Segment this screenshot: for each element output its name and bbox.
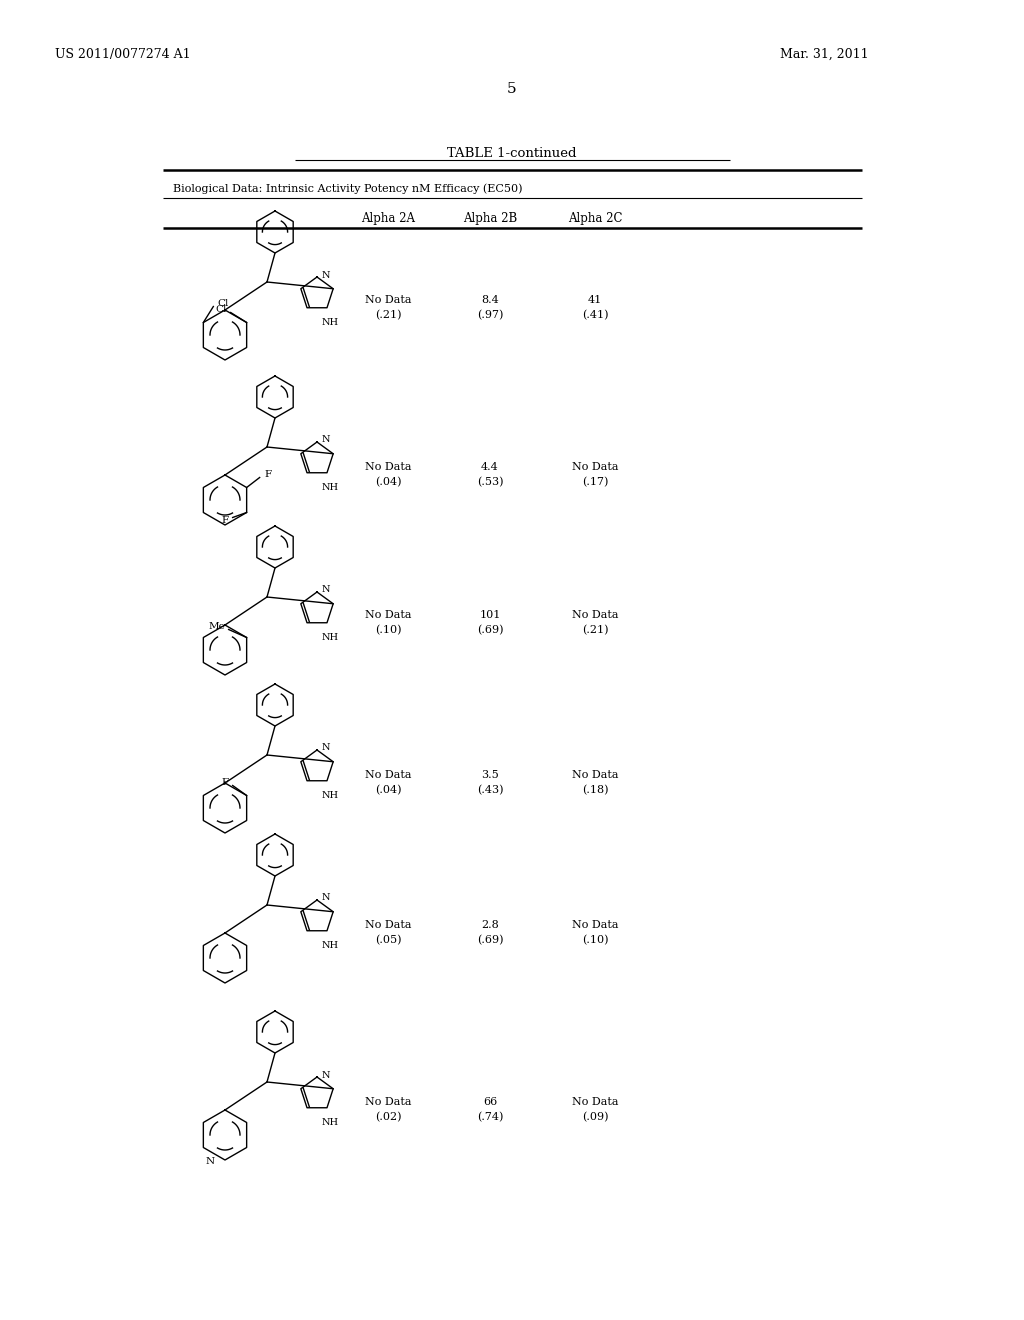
- Text: (.09): (.09): [582, 1111, 608, 1122]
- Text: No Data: No Data: [365, 1097, 412, 1107]
- Text: (.04): (.04): [375, 477, 401, 487]
- Text: 4.4: 4.4: [481, 462, 499, 473]
- Text: (.53): (.53): [477, 477, 503, 487]
- Text: US 2011/0077274 A1: US 2011/0077274 A1: [55, 48, 190, 61]
- Text: No Data: No Data: [571, 462, 618, 473]
- Text: (.41): (.41): [582, 310, 608, 321]
- Text: 41: 41: [588, 294, 602, 305]
- Text: No Data: No Data: [365, 462, 412, 473]
- Text: Alpha 2B: Alpha 2B: [463, 213, 517, 224]
- Text: (.69): (.69): [477, 624, 503, 635]
- Text: No Data: No Data: [365, 920, 412, 931]
- Text: (.69): (.69): [477, 935, 503, 945]
- Text: NH: NH: [322, 632, 339, 642]
- Text: (.17): (.17): [582, 477, 608, 487]
- Text: No Data: No Data: [365, 294, 412, 305]
- Text: (.05): (.05): [375, 935, 401, 945]
- Text: 2.8: 2.8: [481, 920, 499, 931]
- Text: N: N: [322, 894, 331, 903]
- Text: Mar. 31, 2011: Mar. 31, 2011: [780, 48, 868, 61]
- Text: Cl: Cl: [218, 300, 229, 308]
- Text: 8.4: 8.4: [481, 294, 499, 305]
- Text: NH: NH: [322, 941, 339, 950]
- Text: F: F: [264, 470, 271, 479]
- Text: (.43): (.43): [477, 785, 503, 796]
- Text: 3.5: 3.5: [481, 770, 499, 780]
- Text: F: F: [221, 516, 228, 525]
- Text: (.18): (.18): [582, 785, 608, 796]
- Text: (.21): (.21): [582, 624, 608, 635]
- Text: No Data: No Data: [571, 610, 618, 620]
- Text: (.02): (.02): [375, 1111, 401, 1122]
- Text: NH: NH: [322, 318, 339, 327]
- Text: NH: NH: [322, 1118, 339, 1127]
- Text: (.04): (.04): [375, 785, 401, 796]
- Text: F: F: [221, 777, 228, 787]
- Text: Biological Data: Intrinsic Activity Potency nM Efficacy (EC50): Biological Data: Intrinsic Activity Pote…: [173, 183, 522, 194]
- Text: (.21): (.21): [375, 310, 401, 321]
- Text: N: N: [206, 1158, 215, 1167]
- Text: No Data: No Data: [571, 920, 618, 931]
- Text: 66: 66: [483, 1097, 497, 1107]
- Text: (.10): (.10): [582, 935, 608, 945]
- Text: No Data: No Data: [571, 770, 618, 780]
- Text: Alpha 2A: Alpha 2A: [361, 213, 415, 224]
- Text: No Data: No Data: [365, 770, 412, 780]
- Text: N: N: [322, 1071, 331, 1080]
- Text: No Data: No Data: [365, 610, 412, 620]
- Text: TABLE 1-continued: TABLE 1-continued: [447, 147, 577, 160]
- Text: Alpha 2C: Alpha 2C: [567, 213, 623, 224]
- Text: (.97): (.97): [477, 310, 503, 321]
- Text: NH: NH: [322, 483, 339, 492]
- Text: N: N: [322, 271, 331, 280]
- Text: 5: 5: [507, 82, 517, 96]
- Text: N: N: [322, 743, 331, 752]
- Text: 101: 101: [479, 610, 501, 620]
- Text: (.10): (.10): [375, 624, 401, 635]
- Text: Cl: Cl: [215, 305, 226, 314]
- Text: Me: Me: [208, 622, 225, 631]
- Text: (.74): (.74): [477, 1111, 503, 1122]
- Text: N: N: [322, 436, 331, 445]
- Text: No Data: No Data: [571, 1097, 618, 1107]
- Text: NH: NH: [322, 791, 339, 800]
- Text: N: N: [322, 586, 331, 594]
